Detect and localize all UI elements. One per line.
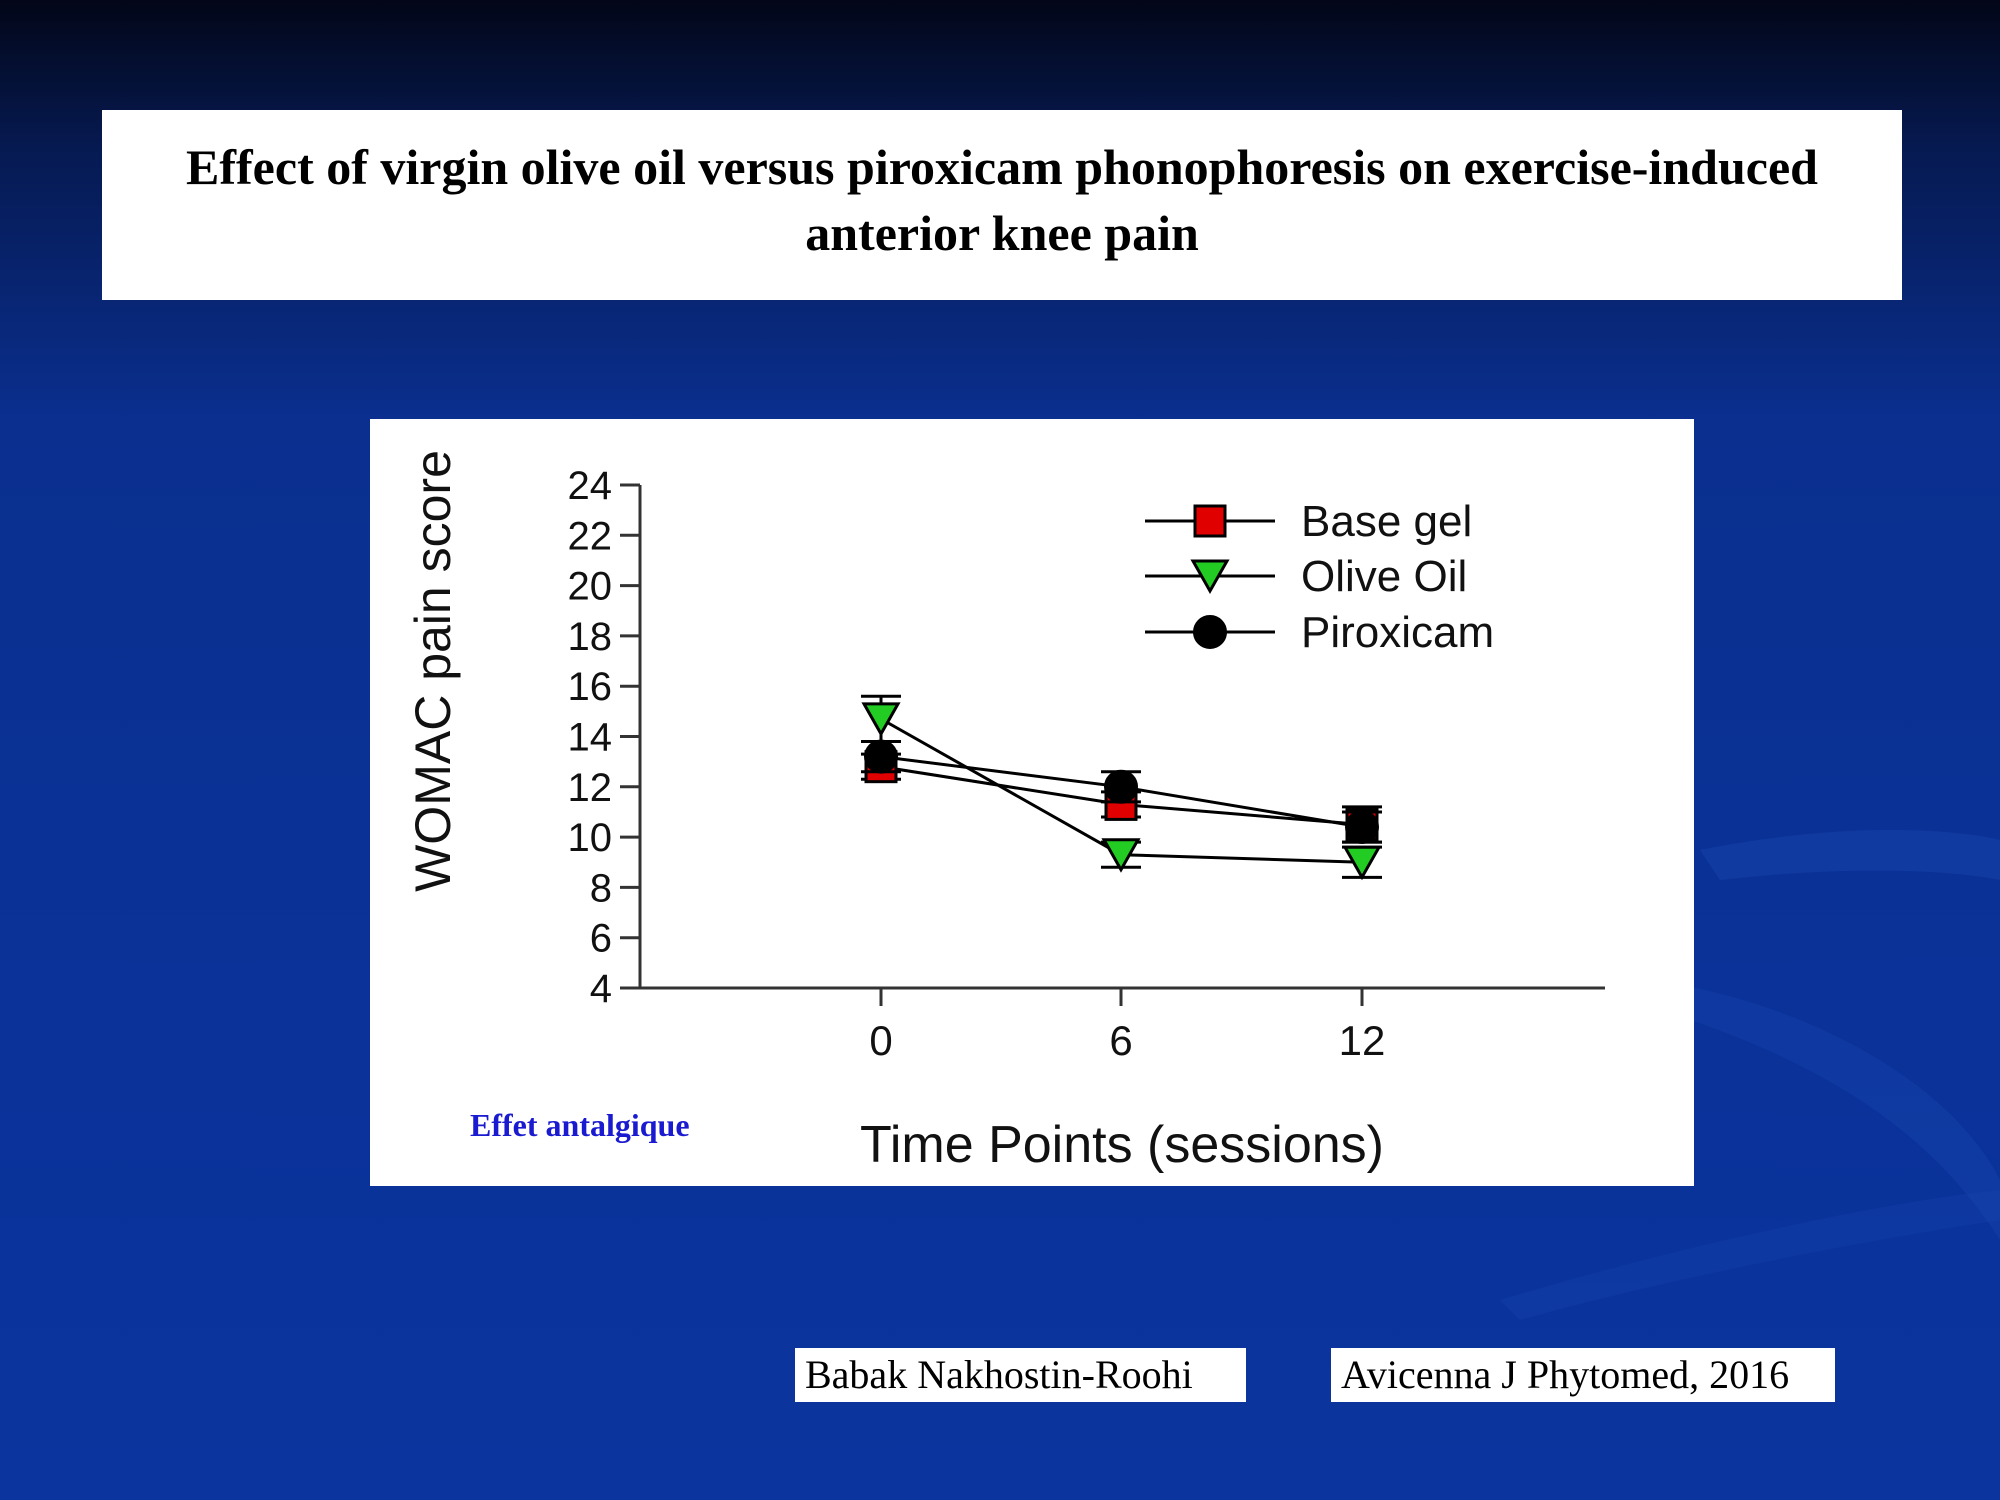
y-tick-label: 24 xyxy=(568,464,613,508)
legend-entry: Piroxicam xyxy=(1145,608,1494,657)
series-piroxicam xyxy=(861,739,1382,845)
y-tick-label: 8 xyxy=(590,866,612,910)
journal-reference: Avicenna J Phytomed, 2016 xyxy=(1331,1348,1835,1402)
x-tick-label: 6 xyxy=(1109,1017,1132,1064)
caption-text: Effet antalgique xyxy=(470,1107,690,1143)
x-axis-label: Time Points (sessions) xyxy=(860,1116,1384,1174)
data-point xyxy=(1104,769,1138,804)
x-tick-label: 12 xyxy=(1339,1017,1386,1064)
data-point xyxy=(1101,838,1141,873)
series-olive-oil xyxy=(861,694,1382,881)
data-point xyxy=(1345,810,1379,845)
slide-title: Effect of virgin olive oil versus piroxi… xyxy=(186,139,1818,261)
x-tick-label: 0 xyxy=(869,1017,892,1064)
y-tick-label: 16 xyxy=(568,665,613,709)
y-tick-label: 22 xyxy=(568,514,613,558)
chart-panel: 4 6 8 10 12 14 16 18 20 22 24 0 6 12 Base gel Olive Oi… xyxy=(370,419,1694,1186)
womac-chart: 4 6 8 10 12 14 16 18 20 22 24 0 6 12 Base gel Olive Oi… xyxy=(405,450,1605,1174)
y-tick-label: 6 xyxy=(590,917,612,961)
data-point xyxy=(1342,845,1382,881)
legend-entry: Base gel xyxy=(1145,497,1472,546)
y-tick-label: 4 xyxy=(590,967,612,1011)
chart-legend: Base gel Olive Oil Piroxicam xyxy=(1145,497,1494,657)
data-point xyxy=(861,702,901,737)
chart-series xyxy=(861,694,1382,881)
y-tick-label: 14 xyxy=(568,716,613,760)
y-tick-label: 12 xyxy=(568,766,613,810)
data-point xyxy=(1193,615,1227,649)
data-point xyxy=(864,739,898,774)
legend-entry: Olive Oil xyxy=(1145,552,1467,601)
legend-label: Olive Oil xyxy=(1301,552,1467,601)
author-reference: Babak Nakhostin-Roohi xyxy=(795,1348,1246,1402)
chart-axes: 4 6 8 10 12 14 16 18 20 22 24 0 6 12 xyxy=(568,464,1605,1064)
y-tick-label: 20 xyxy=(568,565,613,609)
legend-label: Piroxicam xyxy=(1301,608,1494,657)
y-tick-label: 18 xyxy=(568,615,613,659)
y-axis-label: WOMAC pain score xyxy=(405,450,461,892)
data-point xyxy=(1193,504,1227,538)
title-box: Effect of virgin olive oil versus piroxi… xyxy=(102,110,1902,300)
y-tick-label: 10 xyxy=(568,816,613,860)
legend-label: Base gel xyxy=(1301,497,1472,546)
data-point xyxy=(1190,559,1230,595)
